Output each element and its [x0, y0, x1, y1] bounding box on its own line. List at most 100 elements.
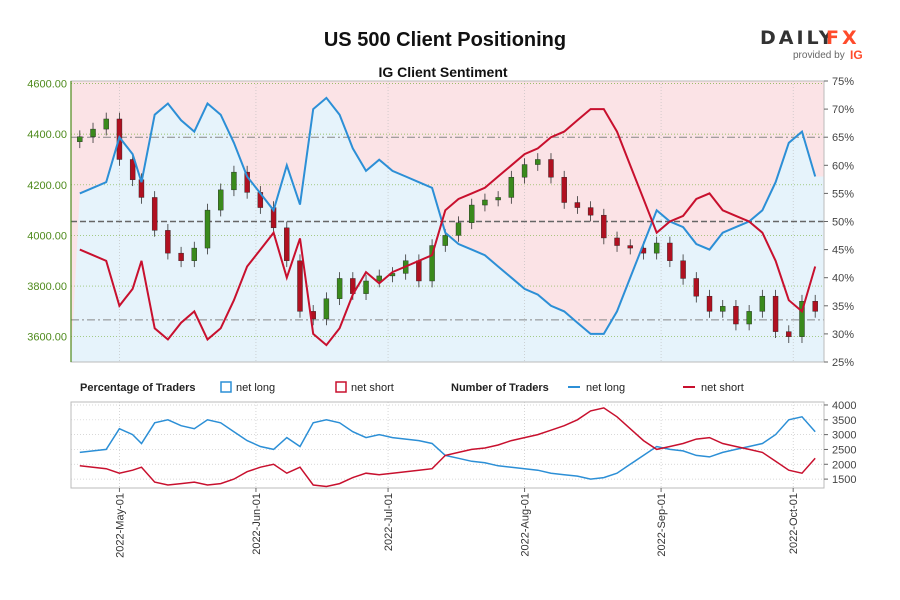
legend-pct-short-swatch [335, 381, 347, 393]
date-axis: 2022-May-01 2022-Jun-01 2022-Jul-01 2022-Au… [114, 488, 800, 558]
reference-lines [71, 136, 824, 321]
long-fill-area [71, 97, 824, 363]
candle-body [165, 230, 171, 254]
candle-body [587, 207, 594, 216]
candle-body [812, 301, 818, 312]
brand-name-right: FX [826, 27, 860, 49]
traders-tick-label: 4000 [832, 400, 856, 412]
candle-body [178, 252, 184, 261]
traders-plot [70, 401, 825, 489]
legend-pct-long-swatch [220, 381, 232, 393]
brand-name-left: DAILY [760, 27, 835, 49]
candle-body [376, 275, 382, 282]
legend-number-head: Number of Traders [451, 382, 549, 394]
candle-body [151, 197, 158, 231]
candle-body [442, 235, 448, 246]
date-tick-label: 2022-Oct-01 [788, 493, 800, 554]
candle-body [759, 295, 766, 312]
brand-ig: IG [850, 48, 863, 62]
chart-subtitle: IG Client Sentiment [378, 64, 507, 80]
legend-num-short-label: net short [701, 382, 744, 394]
candle-body [77, 136, 83, 142]
candle-body [455, 222, 462, 236]
candle-body [720, 306, 726, 312]
candle-body [129, 159, 136, 180]
candle-body [416, 260, 422, 282]
date-tick-label: 2022-Aug-01 [520, 493, 532, 557]
traders-plot-frame [70, 401, 825, 489]
net-short-traders-line [79, 407, 816, 488]
price-axis: 4600.00 4400.00 4200.00 4000.00 3800.00 3600.… [27, 79, 72, 362]
candle-body [561, 176, 567, 203]
legend-percentage-head: Percentage of Traders [80, 382, 196, 394]
percent-tick-label: 65% [832, 132, 854, 144]
legend-num-long-label: net long [586, 382, 625, 394]
traders-axis: 4000 3500 3000 2500 2000 1500 [824, 400, 856, 486]
date-tick-label: 2022-Sep-01 [656, 493, 668, 557]
candle-body [191, 247, 197, 261]
candle-body [614, 237, 620, 246]
candle-body [548, 159, 554, 178]
legend-pct-long-label: net long [236, 382, 275, 394]
net-long-traders-line [79, 415, 816, 480]
price-tick-label: 3600.00 [27, 332, 67, 344]
candle-body [469, 204, 475, 223]
price-tick-label: 4000.00 [27, 230, 67, 242]
legend: Percentage of Traders net long net short… [80, 381, 744, 394]
candle-body [653, 242, 660, 254]
net-short-percent-line [79, 108, 817, 347]
candle-body [363, 280, 369, 294]
percent-tick-label: 55% [832, 188, 854, 200]
candle-body [231, 171, 237, 191]
main-plot [70, 80, 825, 363]
candle-body [429, 245, 435, 282]
candle-body [323, 298, 330, 320]
candle-body [627, 245, 633, 249]
net-long-percent-line [79, 96, 817, 335]
traders-gridlines [71, 402, 824, 488]
traders-tick-label: 2000 [832, 459, 856, 471]
candle-body [733, 306, 739, 325]
dailyfx-logo: DAILY FX provided by IG [760, 27, 863, 62]
candle-body [508, 176, 515, 198]
date-tick-label: 2022-May-01 [114, 493, 126, 558]
legend-pct-short-label: net short [351, 382, 394, 394]
price-tick-label: 4400.00 [27, 129, 67, 141]
percent-tick-label: 50% [832, 217, 854, 229]
percent-tick-label: 25% [832, 357, 854, 369]
candle-body [693, 278, 699, 297]
percent-tick-label: 70% [832, 104, 854, 116]
candle-body [284, 227, 290, 261]
price-tick-label: 3800.00 [27, 281, 67, 293]
candle-body [218, 189, 224, 211]
traders-tick-label: 1500 [832, 474, 856, 486]
candle-body [746, 311, 752, 325]
candle-body [667, 242, 673, 261]
candle-body [482, 199, 488, 206]
traders-tick-label: 3000 [832, 430, 856, 442]
candle-body [204, 209, 211, 249]
candle-body [706, 295, 713, 312]
candle-body [90, 128, 96, 137]
date-tick-label: 2022-Jun-01 [251, 493, 263, 555]
date-tick-label: 2022-Jul-01 [383, 493, 395, 551]
traders-tick-label: 3500 [832, 415, 856, 427]
candle-body [336, 278, 343, 299]
brand-provided-by: provided by [793, 50, 845, 61]
candle-body [103, 118, 109, 130]
percent-tick-label: 60% [832, 160, 854, 172]
percent-tick-label: 35% [832, 301, 854, 313]
candle-body [786, 331, 792, 337]
candle-body [297, 260, 303, 312]
price-tick-label: 4200.00 [27, 180, 67, 192]
candle-body [495, 197, 501, 201]
candle-body [521, 164, 528, 178]
price-tick-label: 4600.00 [27, 79, 67, 91]
percent-tick-label: 45% [832, 245, 854, 257]
percent-tick-label: 75% [832, 76, 854, 88]
traders-tick-label: 2500 [832, 444, 856, 456]
percent-tick-label: 30% [832, 329, 854, 341]
candle-body [601, 214, 607, 239]
candle-body [799, 301, 805, 337]
percent-tick-label: 40% [832, 273, 854, 285]
